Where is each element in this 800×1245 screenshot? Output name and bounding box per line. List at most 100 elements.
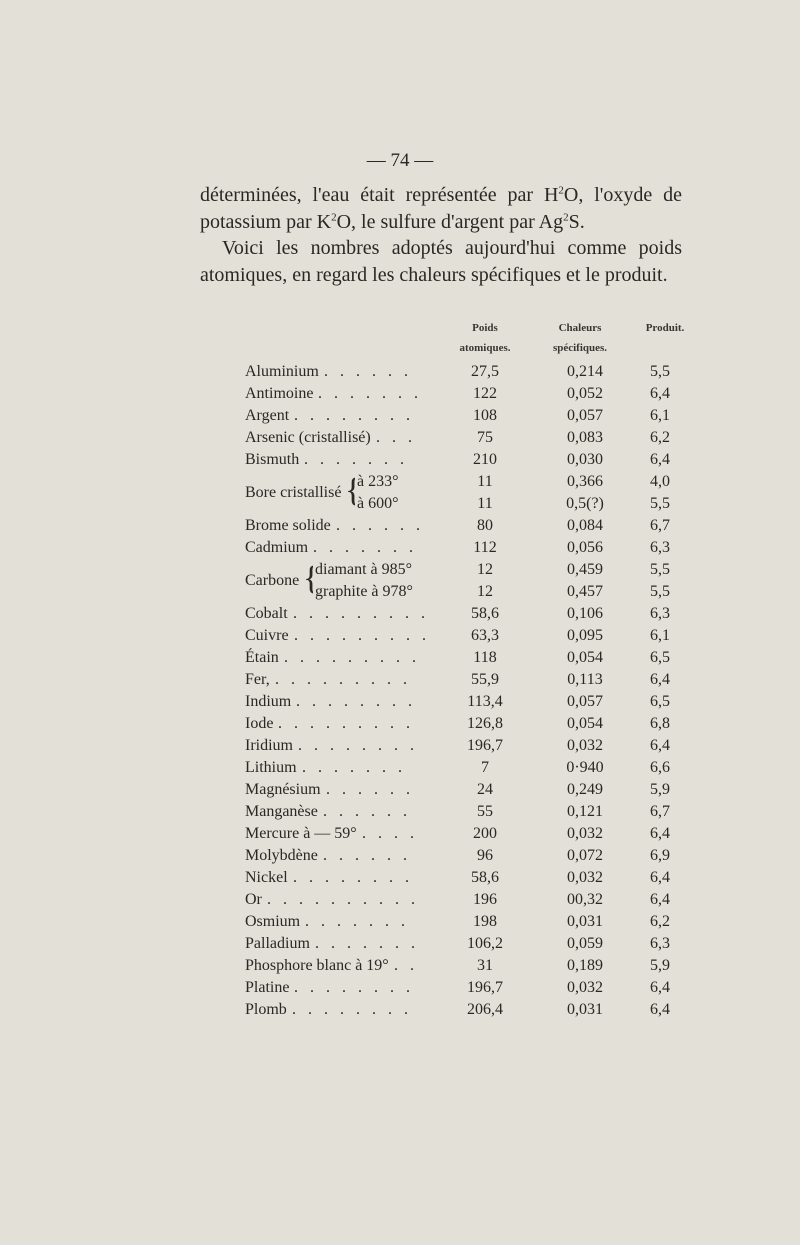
table-row: Cobalt . . . . . . . . . 58,6 0,106 6,3 xyxy=(245,603,685,625)
product: 6,5 xyxy=(650,649,670,666)
product: 6,3 xyxy=(650,539,670,556)
atomic-weight: 12 xyxy=(477,583,493,600)
element-name: Molybdène xyxy=(245,847,318,864)
sub-label: graphite à 978° xyxy=(315,583,413,600)
product: 6,4 xyxy=(650,737,670,754)
leader-dots: . . . . . . . . . xyxy=(293,605,429,622)
atomic-weight: 55 xyxy=(477,803,493,820)
atomic-weight: 11 xyxy=(477,473,493,490)
specific-heat: 0,083 xyxy=(567,429,603,446)
product: 5,5 xyxy=(650,495,670,512)
element-name: Arsenic (cristallisé) xyxy=(245,429,371,446)
element-name: Lithium xyxy=(245,759,297,776)
product: 6,3 xyxy=(650,935,670,952)
atomic-weight: 122 xyxy=(473,385,497,402)
product: 6,5 xyxy=(650,693,670,710)
product: 5,9 xyxy=(650,957,670,974)
product: 6,8 xyxy=(650,715,670,732)
specific-heat: 0,032 xyxy=(567,737,603,754)
atomic-weight: 31 xyxy=(477,957,493,974)
atomic-weight: 108 xyxy=(473,407,497,424)
atomic-weight: 198 xyxy=(473,913,497,930)
element-name: Brome solide xyxy=(245,517,331,534)
specific-heat: 0,459 xyxy=(567,561,603,578)
specific-heat: 0,057 xyxy=(567,693,603,710)
leader-dots: . . . . . . . . xyxy=(298,737,418,754)
product: 6,6 xyxy=(650,759,670,776)
atomic-weight: 55,9 xyxy=(471,671,499,688)
leader-dots: . . . . xyxy=(362,825,418,842)
specific-heat: 0,072 xyxy=(567,847,603,864)
atomic-weight: 96 xyxy=(477,847,493,864)
element-name: Indium xyxy=(245,693,292,710)
leader-dots: . . . . . . . xyxy=(304,451,408,468)
element-name: Cobalt xyxy=(245,605,288,622)
table-row: Étain . . . . . . . . . 118 0,054 6,5 xyxy=(245,647,685,669)
product: 6,7 xyxy=(650,803,670,820)
brace-mark: { xyxy=(303,557,313,601)
table-row: Aluminium . . . . . . 27,5 0,214 5,5 xyxy=(245,361,685,383)
table-row: Molybdène . . . . . . 96 0,072 6,9 xyxy=(245,845,685,867)
element-name: Nickel xyxy=(245,869,288,886)
table-row: Or . . . . . . . . . . 196 00,32 6,4 xyxy=(245,889,685,911)
header-poids: Poids atomiques. xyxy=(459,322,511,354)
product: 6,1 xyxy=(650,627,670,644)
element-name: Platine xyxy=(245,979,290,996)
sub-label: à 600° xyxy=(357,495,399,512)
table-row: Phosphore blanc à 19° . . 31 0,189 5,9 xyxy=(245,955,685,977)
atomic-weight: 58,6 xyxy=(471,869,499,886)
element-name: Cuivre xyxy=(245,627,289,644)
element-name: Or xyxy=(245,891,262,908)
element-name: Phosphore blanc à 19° xyxy=(245,957,389,974)
sub-label: à 233° xyxy=(357,473,399,490)
atomic-weight: 75 xyxy=(477,429,493,446)
specific-heat: 0,031 xyxy=(567,913,603,930)
table-row: Magnésium . . . . . . 24 0,249 5,9 xyxy=(245,779,685,801)
leader-dots: . . . . . . . . xyxy=(296,693,416,710)
leader-dots: . . . . . . . xyxy=(313,539,417,556)
product: 6,4 xyxy=(650,385,670,402)
leader-dots: . . . xyxy=(376,429,416,446)
table-row: Brome solide . . . . . . 80 0,084 6,7 xyxy=(245,515,685,537)
specific-heat: 0,054 xyxy=(567,649,603,666)
element-name: Carbone xyxy=(245,572,300,589)
atomic-weight: 196 xyxy=(473,891,497,908)
element-name: Cadmium xyxy=(245,539,309,556)
element-name: Magnésium xyxy=(245,781,321,798)
element-name: Étain xyxy=(245,649,279,666)
specific-heat: 0·940 xyxy=(566,759,604,776)
table-row: Antimoine. . . . . . . 122 0,052 6,4 xyxy=(245,383,685,405)
leader-dots: . . . . . . . . xyxy=(292,1001,412,1018)
leader-dots: . . . . . . . xyxy=(305,913,409,930)
table-row-group: Carbone{diamant à 985° 12 0,459 5,5 graphite… xyxy=(245,559,685,603)
element-name: Manganèse xyxy=(245,803,318,820)
leader-dots: . . . . . . xyxy=(323,803,411,820)
table-row: Cadmium. . . . . . . 112 0,056 6,3 xyxy=(245,537,685,559)
product: 6,4 xyxy=(650,979,670,996)
atomic-weight: 27,5 xyxy=(471,363,499,380)
product: 6,4 xyxy=(650,825,670,842)
leader-dots: . . . . . . xyxy=(324,363,412,380)
leader-dots: . . . . . . . xyxy=(302,759,406,776)
element-name: Aluminium xyxy=(245,363,319,380)
header-produit: Produit. xyxy=(645,322,685,334)
paragraph-continuation: déterminées, l'eau était représentée par… xyxy=(200,184,683,233)
atomic-weight: 200 xyxy=(473,825,497,842)
specific-heat: 0,113 xyxy=(567,671,603,688)
specific-heat: 0,249 xyxy=(567,781,603,798)
product: 4,0 xyxy=(650,473,670,490)
element-name: Palladium xyxy=(245,935,310,952)
product: 6,4 xyxy=(650,1001,670,1018)
leader-dots: . . . . . . xyxy=(323,847,411,864)
table-row: Platine. . . . . . . . 196,7 0,032 6,4 xyxy=(245,977,685,999)
atomic-weight: 106,2 xyxy=(467,935,503,952)
paragraph-intro: Voici les nombres adoptés aujourd'hui co… xyxy=(200,237,682,286)
specific-heat: 0,106 xyxy=(567,605,603,622)
product: 6,4 xyxy=(650,869,670,886)
atomic-weight: 11 xyxy=(477,495,493,512)
leader-dots: . . . . . . . . . xyxy=(278,715,414,732)
specific-heat: 0,121 xyxy=(567,803,603,820)
atomic-weight: 126,8 xyxy=(467,715,503,732)
table-row: Bismuth. . . . . . . 210 0,030 6,4 xyxy=(245,449,685,471)
product: 6,2 xyxy=(650,913,670,930)
